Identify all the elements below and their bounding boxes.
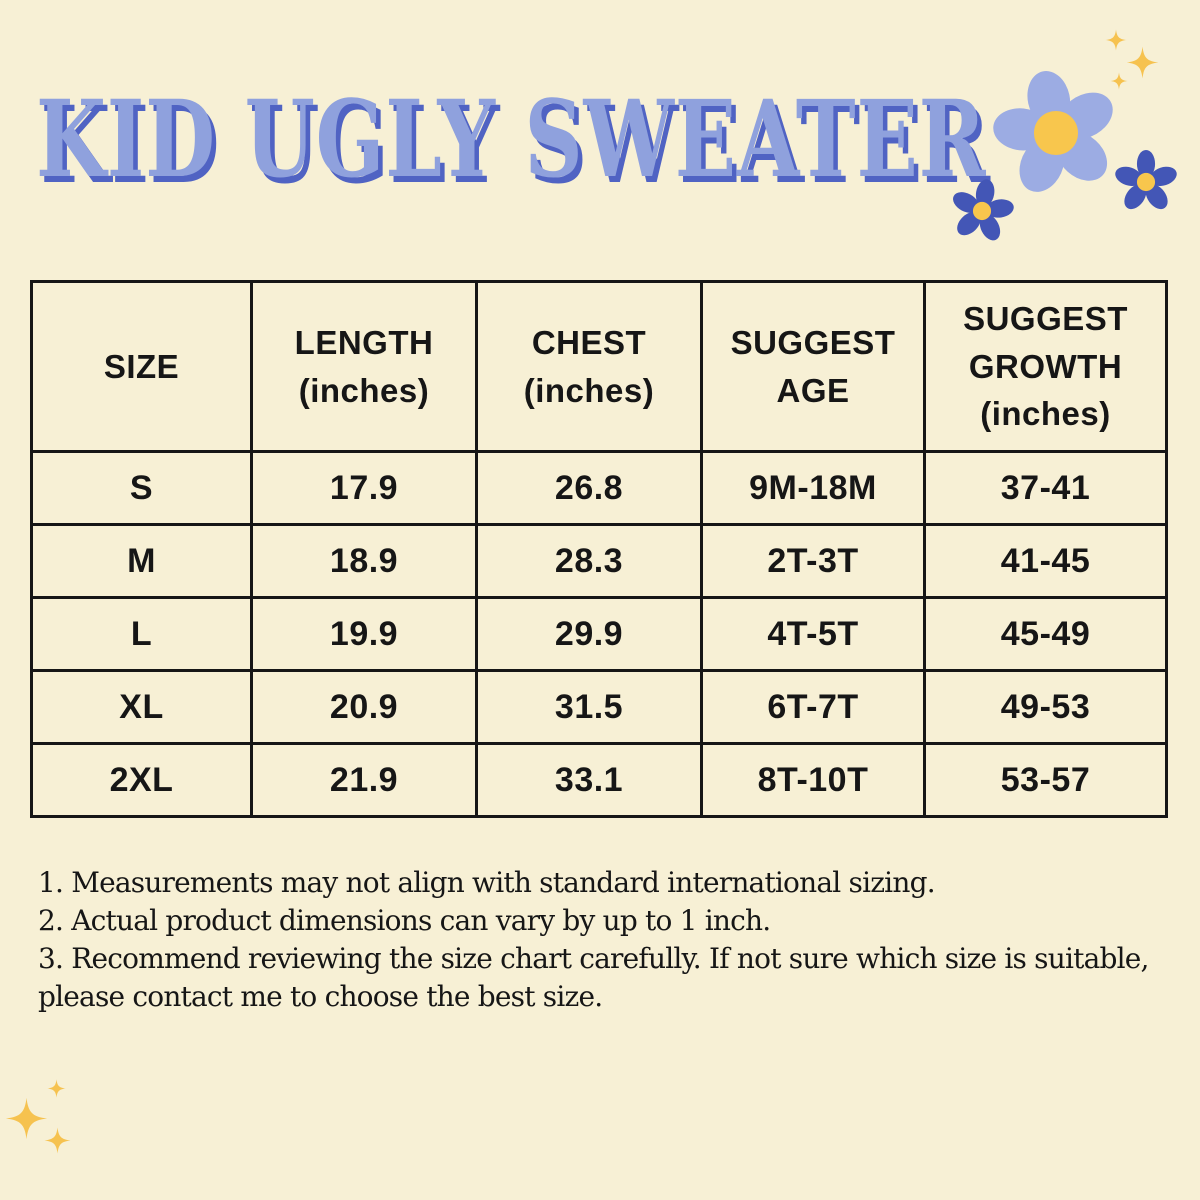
cell-growth: 53-57 [923,742,1168,818]
cell-age: 4T-5T [700,596,926,672]
cell-chest: 26.8 [475,450,703,526]
table-row: XL 20.9 31.5 6T-7T 49-53 [30,669,1168,745]
cell-chest: 29.9 [475,596,703,672]
cell-age: 9M-18M [700,450,926,526]
flower-small-left-icon [953,179,1014,241]
table-row: M 18.9 28.3 2T-3T 41-45 [30,523,1168,599]
table-header-row: SIZE LENGTH (inches) CHEST (inches) SUGG… [30,280,1168,453]
sparkle-icon [5,1097,48,1140]
header-cell-suggest-growth: SUGGEST GROWTH (inches) [923,280,1168,453]
cell-length: 19.9 [250,596,478,672]
cell-age: 2T-3T [700,523,926,599]
note-line-2: 2. Actual product dimensions can vary by… [38,904,771,937]
header-cell-suggest-age: SUGGEST AGE [700,280,926,453]
sparkle-icon [47,1079,66,1098]
cell-length: 17.9 [250,450,478,526]
cell-length: 18.9 [250,523,478,599]
cell-chest: 33.1 [475,742,703,818]
cell-chest: 28.3 [475,523,703,599]
flower-small-right-icon [1115,150,1177,210]
header-line: (inches) [298,371,430,409]
table-row: S 17.9 26.8 9M-18M 37-41 [30,450,1168,526]
flower-large-icon [993,71,1113,192]
cell-length: 21.9 [250,742,478,818]
cell-growth: 41-45 [923,523,1168,599]
header-line: (inches) [523,371,655,409]
header-line: SUGGEST [963,299,1128,337]
size-chart-table: SIZE LENGTH (inches) CHEST (inches) SUGG… [30,280,1168,818]
sparkle-icon [44,1127,71,1154]
cell-growth: 49-53 [923,669,1168,745]
table-row: 2XL 21.9 33.1 8T-10T 53-57 [30,742,1168,818]
header-cell-length: LENGTH (inches) [250,280,478,453]
cell-size: S [30,450,253,526]
cell-length: 20.9 [250,669,478,745]
page-title: KID UGLY SWEATER [36,76,987,201]
cell-size: M [30,523,253,599]
table-row: L 19.9 29.9 4T-5T 45-49 [30,596,1168,672]
sparkle-icon [1105,29,1127,51]
cell-age: 6T-7T [700,669,926,745]
cell-size: 2XL [30,742,253,818]
cell-size: XL [30,669,253,745]
header-line: LENGTH [294,323,434,361]
note-line-3: 3. Recommend reviewing the size chart ca… [38,942,1149,975]
header-line: (inches) [980,395,1111,433]
cell-growth: 37-41 [923,450,1168,526]
header-cell-size: SIZE [30,280,253,453]
cell-age: 8T-10T [700,742,926,818]
header-line: SUGGEST [730,323,896,361]
note-line-3-continued: please contact me to choose the best siz… [38,980,603,1013]
header-line: GROWTH [968,347,1123,385]
header-line: AGE [776,371,850,409]
header-cell-chest: CHEST (inches) [475,280,703,453]
cell-growth: 45-49 [923,596,1168,672]
sparkle-icon [1110,72,1128,90]
sparkle-icon [1126,46,1159,79]
header-line: CHEST [531,323,647,361]
header-line: SIZE [103,347,180,385]
notes: 1. Measurements may not align with stand… [38,864,1178,1016]
cell-size: L [30,596,253,672]
cell-chest: 31.5 [475,669,703,745]
note-line-1: 1. Measurements may not align with stand… [38,866,936,899]
